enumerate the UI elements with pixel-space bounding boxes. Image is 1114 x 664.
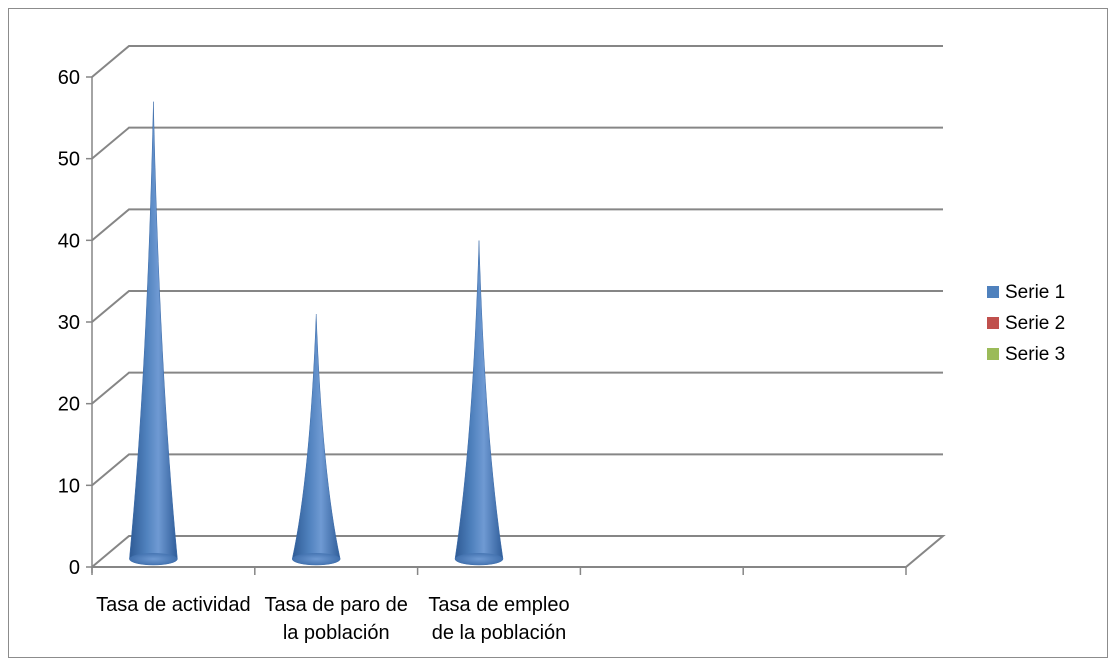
legend-swatch	[987, 317, 999, 329]
legend-swatch	[987, 348, 999, 360]
legend: Serie 1 Serie 2 Serie 3	[987, 282, 1065, 365]
gridline-60	[91, 45, 943, 78]
x-category-label: Tasa de actividad	[96, 594, 251, 616]
gridline-50	[91, 126, 943, 160]
gridlines	[91, 45, 946, 568]
cone-base	[292, 553, 341, 565]
cone-body	[454, 240, 504, 566]
legend-item: Serie 1	[987, 282, 1065, 303]
cone-body	[129, 101, 178, 566]
gridline-40	[91, 208, 943, 242]
legend-label: Serie 2	[1005, 313, 1065, 334]
gridline-10	[91, 453, 943, 487]
chart-frame	[8, 8, 1108, 658]
legend-item: Serie 2	[987, 313, 1065, 334]
cone-mark	[454, 240, 504, 566]
legend-swatch	[987, 286, 999, 298]
cone-base	[129, 553, 178, 565]
y-tick-label: 40	[58, 230, 80, 252]
cone-body	[291, 313, 341, 566]
cone-mark	[129, 101, 178, 566]
x-axis: Tasa de actividad Tasa de paro de la pobla…	[91, 567, 907, 644]
gridline-30	[91, 290, 943, 323]
legend-label: Serie 1	[1005, 282, 1065, 303]
y-tick-label: 50	[58, 149, 80, 171]
cone-mark	[291, 313, 341, 566]
y-tick-label: 0	[69, 557, 80, 579]
y-tick-label: 30	[58, 312, 80, 334]
cone-base	[455, 553, 503, 565]
y-tick-label: 60	[58, 67, 80, 89]
y-tick-label: 20	[58, 394, 80, 416]
gridline-20	[91, 371, 943, 405]
x-category-label: Tasa de empleo de la población	[428, 594, 569, 644]
legend-item: Serie 3	[987, 344, 1065, 365]
floor-outline	[91, 535, 946, 568]
data-cones	[129, 101, 504, 566]
y-tick-label: 10	[58, 475, 80, 497]
legend-label: Serie 3	[1005, 344, 1065, 365]
x-category-label: Tasa de paro de la población	[264, 594, 407, 644]
y-axis: 0 10 20 30 40 50 60	[58, 67, 93, 579]
